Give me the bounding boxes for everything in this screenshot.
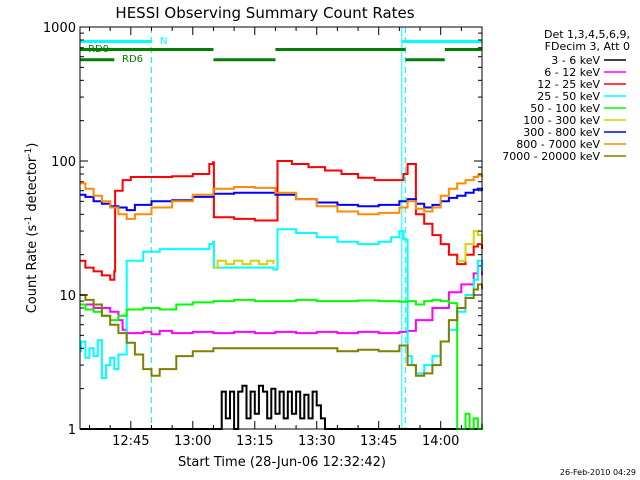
legend-header-line2: FDecim 3, Att 0: [545, 40, 630, 53]
x-tick-label: 12:45: [112, 434, 149, 449]
legend-entry-label: 25 - 50 keV: [537, 90, 600, 103]
y-axis-label-part: Count Rate (s: [25, 225, 40, 314]
y-axis-label-part: detector: [25, 156, 40, 216]
y-axis-label-exponent: -1: [24, 216, 34, 225]
x-tick-label: 13:15: [236, 434, 273, 449]
legend-header-line1: Det 1,3,4,5,6,9,: [544, 28, 630, 41]
series-line-7: [80, 174, 483, 220]
legend-entry-label: 6 - 12 keV: [544, 66, 600, 79]
plot-frame: [79, 26, 483, 430]
legend-entry-label: 12 - 25 keV: [537, 78, 600, 91]
y-axis-label-exponent: -1: [24, 148, 34, 157]
x-tick-label: 14:00: [422, 434, 459, 449]
x-axis-label: Start Time (28-Jun-06 12:32:42): [178, 455, 386, 470]
chart-title: HESSI Observing Summary Count Rates: [115, 4, 414, 22]
x-tick-label: 13:00: [174, 434, 211, 449]
flag-label-n: N: [160, 36, 167, 47]
timestamp-label: 26-Feb-2010 04:29: [560, 468, 636, 477]
flag-label-rd0: RD0: [88, 44, 109, 55]
flag-label-rd6: RD6: [122, 54, 143, 65]
legend-entry-label: 50 - 100 keV: [530, 102, 600, 115]
x-tick-label: 13:30: [298, 434, 335, 449]
series-line-2: [80, 160, 483, 281]
y-axis-label-part: ): [25, 143, 40, 148]
series-line-3: [80, 228, 483, 380]
series-line-0: [80, 384, 482, 430]
y-axis: 1 10 100 1000: [43, 21, 482, 438]
y-axis-label: Count Rate (s-1 detector-1): [24, 143, 40, 314]
y-tick-label: 10: [59, 289, 76, 304]
y-tick-label: 100: [51, 155, 76, 170]
legend-entry-label: 300 - 800 keV: [523, 126, 600, 139]
y-tick-label: 1: [68, 423, 76, 438]
legend-entry-label: 3 - 6 keV: [551, 54, 600, 67]
series-line-5: [213, 259, 275, 269]
series-line-8: [80, 283, 483, 377]
legend-entry-label: 800 - 7000 keV: [516, 138, 600, 151]
legend-entry-label: 100 - 300 keV: [523, 114, 600, 127]
series-line-5: [457, 230, 483, 262]
legend-entry-label: 7000 - 20000 keV: [502, 150, 600, 163]
x-tick-label: 13:45: [360, 434, 397, 449]
x-axis: 12:45 13:00 13:15 13:30 13:45 14:00: [89, 27, 462, 449]
plot-area: N RD0 RD6: [80, 27, 483, 430]
y-tick-label: 1000: [43, 21, 76, 36]
series-line-1: [80, 264, 483, 336]
legend: Det 1,3,4,5,6,9, FDecim 3, Att 0 3 - 6 k…: [502, 28, 630, 163]
